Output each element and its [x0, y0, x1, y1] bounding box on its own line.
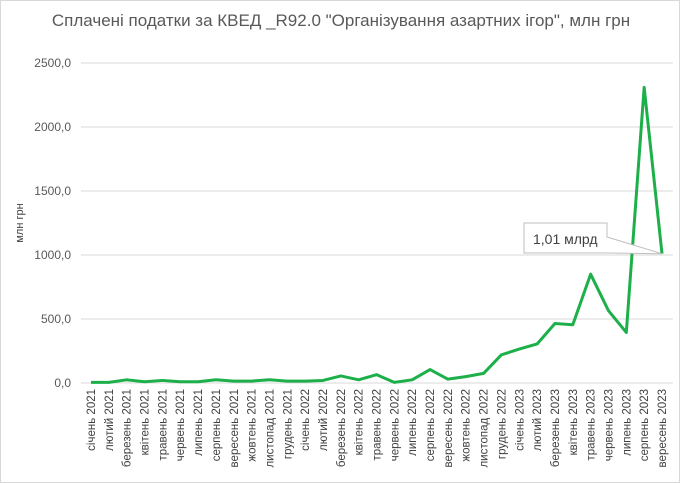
x-tick-label: липень 2021 — [193, 389, 205, 456]
x-tick-label: грудень 2022 — [496, 389, 508, 459]
x-tick-label: травень 2023 — [586, 389, 598, 461]
x-tick-label: липень 2022 — [407, 389, 419, 456]
x-tick-label: грудень 2021 — [282, 389, 294, 459]
annotation-callout — [523, 222, 663, 255]
x-tick-label: червень 2023 — [603, 389, 615, 461]
x-tick-label: травень 2022 — [372, 389, 384, 461]
x-tick-label: листопад 2021 — [264, 389, 276, 468]
x-tick-label: квітень 2023 — [568, 389, 580, 455]
x-tick-label: липень 2023 — [621, 389, 633, 456]
y-tick-label: 0,0 — [54, 376, 71, 390]
x-tick-label: серпень 2022 — [425, 389, 437, 461]
x-tick-label: листопад 2022 — [479, 389, 491, 468]
y-tick-label: 2500,0 — [34, 56, 71, 70]
x-tick-label: березень 2023 — [550, 389, 562, 467]
x-tick-label: квітень 2021 — [140, 389, 152, 455]
x-tick-label: лютий 2022 — [318, 389, 330, 451]
x-tick-label: жовтень 2021 — [247, 389, 259, 462]
x-tick-label: червень 2021 — [175, 389, 187, 461]
x-tick-label: вересень 2021 — [229, 389, 241, 467]
x-tick-label: лютий 2023 — [532, 389, 544, 451]
y-tick-label: 500,0 — [41, 312, 71, 326]
x-tick-label: січень 2023 — [514, 389, 526, 451]
x-tick-label: лютий 2021 — [104, 389, 116, 451]
x-tick-label: вересень 2022 — [443, 389, 455, 467]
x-tick-label: березень 2022 — [336, 389, 348, 467]
x-tick-label: жовтень 2022 — [461, 389, 473, 462]
y-tick-label: 1500,0 — [34, 184, 71, 198]
y-tick-label: 2000,0 — [34, 120, 71, 134]
x-tick-label: березень 2021 — [122, 389, 134, 467]
y-tick-label: 1000,0 — [34, 248, 71, 262]
x-tick-label: травень 2021 — [157, 389, 169, 461]
y-axis-label: млн грн — [14, 203, 26, 242]
x-tick-label: січень 2022 — [300, 389, 312, 451]
x-tick-label: квітень 2022 — [354, 389, 366, 455]
chart-title: Сплачені податки за КВЕД _R92.0 "Організ… — [51, 11, 631, 30]
x-tick-label: серпень 2023 — [639, 389, 651, 461]
x-tick-label: січень 2021 — [86, 389, 98, 451]
x-tick-label: серпень 2021 — [211, 389, 223, 461]
x-tick-label: вересень 2023 — [657, 389, 669, 467]
x-tick-label: червень 2022 — [389, 389, 401, 461]
annotation-label: 1,01 млрд — [533, 231, 598, 247]
